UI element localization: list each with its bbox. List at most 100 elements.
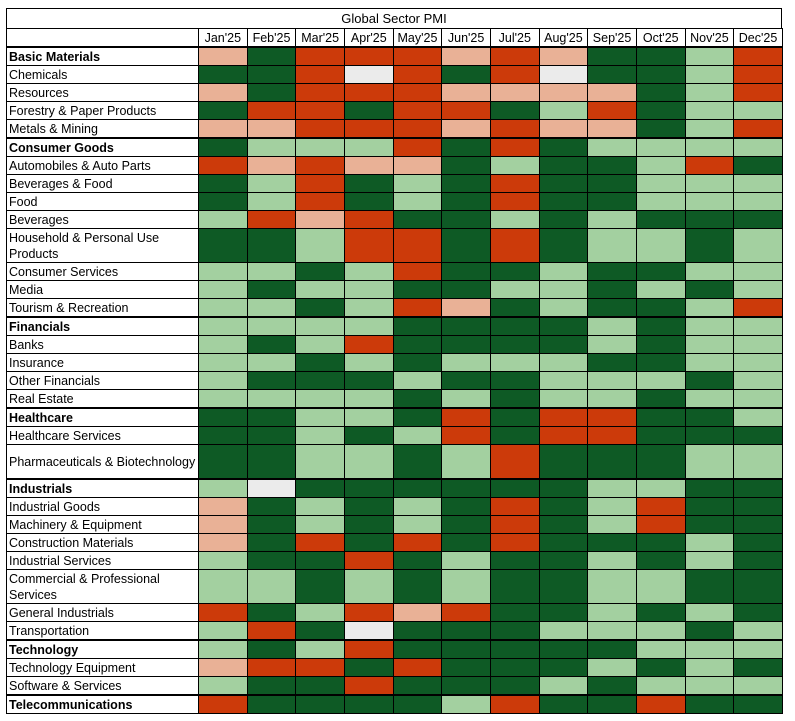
sector-label: Industrial Goods	[6, 497, 199, 516]
heatmap-cell	[198, 444, 248, 480]
column-header: Jun'25	[441, 28, 491, 48]
heatmap-cell	[733, 228, 783, 263]
heatmap-cell	[392, 83, 443, 102]
heatmap-cell	[489, 353, 540, 372]
heatmap-cell	[246, 298, 297, 318]
sector-row: Banks	[6, 335, 783, 354]
heatmap-cell	[198, 119, 248, 139]
heatmap-cell	[538, 174, 589, 193]
sector-row: Insurance	[6, 353, 783, 372]
column-header: Dec'25	[733, 28, 783, 48]
column-header: Mar'25	[295, 28, 345, 48]
heatmap-cell	[198, 569, 248, 604]
heatmap-cell	[198, 621, 248, 641]
column-header: Jan'25	[198, 28, 248, 48]
heatmap-cell	[198, 174, 248, 193]
heatmap-cell	[392, 316, 443, 336]
heatmap-cell	[587, 353, 637, 372]
heatmap-cell	[489, 676, 540, 696]
sector-label: Resources	[6, 83, 199, 102]
heatmap-cell	[246, 497, 297, 516]
sector-label: Healthcare Services	[6, 426, 199, 445]
heatmap-cell	[635, 353, 686, 372]
heatmap-cell	[587, 658, 637, 677]
heatmap-cell	[733, 478, 783, 498]
heatmap-cell	[198, 101, 248, 120]
heatmap-cell	[198, 353, 248, 372]
heatmap-cell	[441, 621, 491, 641]
heatmap-cell	[343, 658, 394, 677]
heatmap-cell	[489, 694, 540, 714]
heatmap-cell	[392, 676, 443, 696]
heatmap-cell	[198, 298, 248, 318]
heatmap-cell	[538, 101, 589, 120]
heatmap-cell	[295, 551, 345, 570]
heatmap-cell	[635, 210, 686, 229]
chart-title: Global Sector PMI	[6, 8, 782, 28]
sector-label: Beverages & Food	[6, 174, 199, 193]
corner-cell	[6, 28, 199, 48]
heatmap-cell	[295, 497, 345, 516]
sector-label: Commercial & Professional Services	[6, 569, 199, 604]
heatmap-cell	[538, 316, 589, 336]
heatmap-cell	[538, 551, 589, 570]
heatmap-cell	[684, 101, 735, 120]
heatmap-cell	[295, 353, 345, 372]
heatmap-cell	[198, 137, 248, 157]
heatmap-cell	[489, 426, 540, 445]
heatmap-cell	[489, 407, 540, 427]
heatmap-cell	[343, 569, 394, 604]
heatmap-cell	[635, 174, 686, 193]
heatmap-cell	[343, 603, 394, 622]
heatmap-cell	[198, 210, 248, 229]
heatmap-cell	[538, 676, 589, 696]
heatmap-cell	[392, 192, 443, 211]
heatmap-cell	[489, 298, 540, 318]
heatmap-cell	[635, 497, 686, 516]
heatmap-cell	[587, 551, 637, 570]
heatmap-cell	[635, 603, 686, 622]
heatmap-cell	[587, 676, 637, 696]
heatmap-cell	[733, 119, 783, 139]
heatmap-cell	[489, 210, 540, 229]
heatmap-cell	[392, 389, 443, 409]
heatmap-cell	[441, 694, 491, 714]
heatmap-cell	[684, 497, 735, 516]
heatmap-cell	[538, 444, 589, 480]
heatmap-cell	[684, 316, 735, 336]
heatmap-cell	[635, 280, 686, 299]
sector-label: Real Estate	[6, 389, 199, 409]
sector-row: Technology Equipment	[6, 658, 783, 677]
heatmap-cell	[635, 639, 686, 659]
heatmap-cell	[198, 46, 248, 66]
heatmap-cell	[441, 46, 491, 66]
heatmap-cell	[295, 65, 345, 84]
sector-row: Transportation	[6, 621, 783, 641]
heatmap-cell	[733, 497, 783, 516]
heatmap-cell	[538, 371, 589, 390]
sector-label: Insurance	[6, 353, 199, 372]
heatmap-cell	[295, 156, 345, 175]
heatmap-cell	[392, 210, 443, 229]
heatmap-cell	[392, 444, 443, 480]
sector-label: Automobiles & Auto Parts	[6, 156, 199, 175]
heatmap-cell	[343, 694, 394, 714]
heatmap-cell	[441, 119, 491, 139]
heatmap-cell	[635, 228, 686, 263]
heatmap-cell	[489, 101, 540, 120]
heatmap-cell	[635, 335, 686, 354]
heatmap-cell	[198, 551, 248, 570]
heatmap-cell	[343, 639, 394, 659]
heatmap-cell	[295, 389, 345, 409]
heatmap-cell	[392, 46, 443, 66]
heatmap-cell	[392, 478, 443, 498]
heatmap-cell	[441, 210, 491, 229]
sector-label: Beverages	[6, 210, 199, 229]
heatmap-chart: Global Sector PMI Jan'25 Feb'25 Mar'25 Apr'…	[6, 8, 783, 714]
heatmap-cell	[733, 515, 783, 534]
heatmap-cell	[489, 515, 540, 534]
heatmap-cell	[684, 389, 735, 409]
heatmap-cell	[295, 658, 345, 677]
heatmap-cell	[246, 389, 297, 409]
heatmap-cell	[684, 137, 735, 157]
